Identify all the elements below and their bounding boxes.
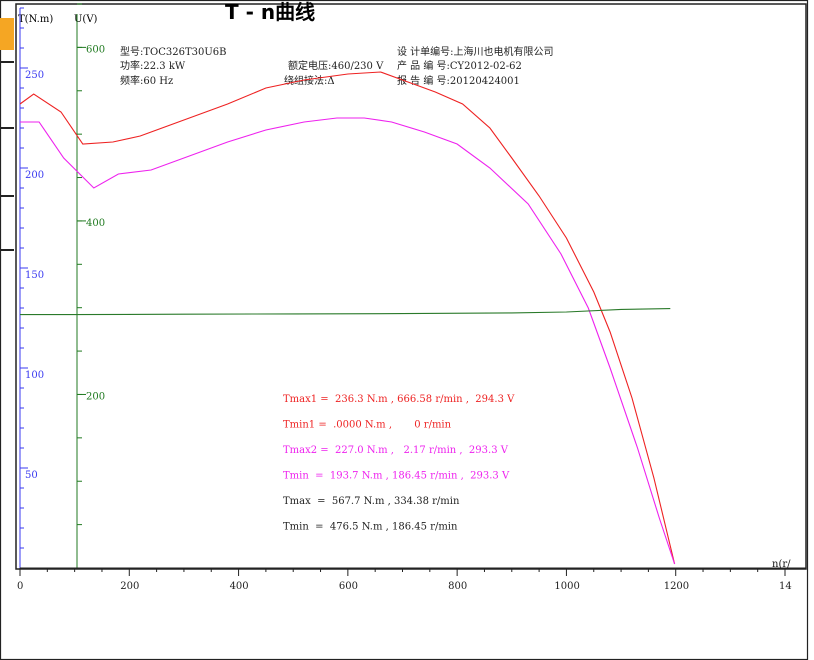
annotation-line: Tmax = 567.7 N.m , 334.38 r/min xyxy=(283,496,460,507)
info-power: 功率:22.3 kW xyxy=(120,59,186,72)
info-design-unit: 设 计单编号:上海川也电机有限公司 xyxy=(397,45,554,58)
orange-tab xyxy=(0,18,14,50)
x-tick-label: 14 xyxy=(779,581,792,592)
x-tick-label: 200 xyxy=(120,581,139,592)
info-product-no: 产 品 编 号:CY2012-02-62 xyxy=(397,59,522,72)
voltage-tick-label: 400 xyxy=(86,218,105,229)
series-layer xyxy=(19,71,676,565)
torque-tick-label: 100 xyxy=(25,370,44,381)
info-frequency: 频率:60 Hz xyxy=(120,74,173,87)
series-line-2 xyxy=(20,117,676,565)
x-axis-label: n(r/ xyxy=(772,559,791,570)
annotation-line: Tmax1 = 236.3 N.m , 666.58 r/min , 294.3… xyxy=(283,394,515,405)
annotation-line: Tmin = 476.5 N.m , 186.45 r/min xyxy=(283,522,458,533)
info-report-no: 报 告 编 号:20120424001 xyxy=(397,74,520,87)
info-winding: 绕组接法:Δ xyxy=(284,74,335,87)
annotation-line: Tmin = 193.7 N.m , 186.45 r/min , 293.3 … xyxy=(283,471,510,482)
torque-tick-label: 250 xyxy=(25,70,44,81)
x-tick-label: 800 xyxy=(448,581,467,592)
torque-axis-label: T(N.m) xyxy=(18,14,53,25)
x-tick-label: 1200 xyxy=(664,581,689,592)
series-line-1 xyxy=(19,71,676,565)
chart-title: T - n曲线 xyxy=(225,0,315,24)
torque-tick-label: 200 xyxy=(25,170,44,181)
voltage-tick-label: 200 xyxy=(86,391,105,402)
x-tick-label: 400 xyxy=(230,581,249,592)
annotation-line: Tmax2 = 227.0 N.m , 2.17 r/min , 293.3 V xyxy=(283,445,509,456)
x-tick-label: 0 xyxy=(17,581,23,592)
torque-tick-label: 50 xyxy=(25,470,38,481)
annotation-block: Tmax1 = 236.3 N.m , 666.58 r/min , 294.3… xyxy=(283,394,515,533)
voltage-tick-label: 600 xyxy=(86,44,105,55)
plot-border xyxy=(15,3,807,570)
info-model: 型号:TOC326T30U6B xyxy=(120,45,227,58)
info-block: 型号:TOC326T30U6B 功率:22.3 kW 频率:60 Hz 额定电压… xyxy=(120,45,554,87)
info-rated-voltage: 额定电压:460/230 V xyxy=(288,59,384,72)
series-line-3 xyxy=(20,308,671,316)
axis-ticks: 50 100 150 200 250 200 400 600 0 200 400 600 800 1000… xyxy=(17,3,792,592)
annotation-line: Tmin1 = .0000 N.m , 0 r/min xyxy=(283,420,452,431)
x-tick-label: 600 xyxy=(339,581,358,592)
x-tick-label: 1000 xyxy=(554,581,579,592)
torque-tick-label: 150 xyxy=(25,270,44,281)
voltage-axis-label: U(V) xyxy=(74,14,98,25)
